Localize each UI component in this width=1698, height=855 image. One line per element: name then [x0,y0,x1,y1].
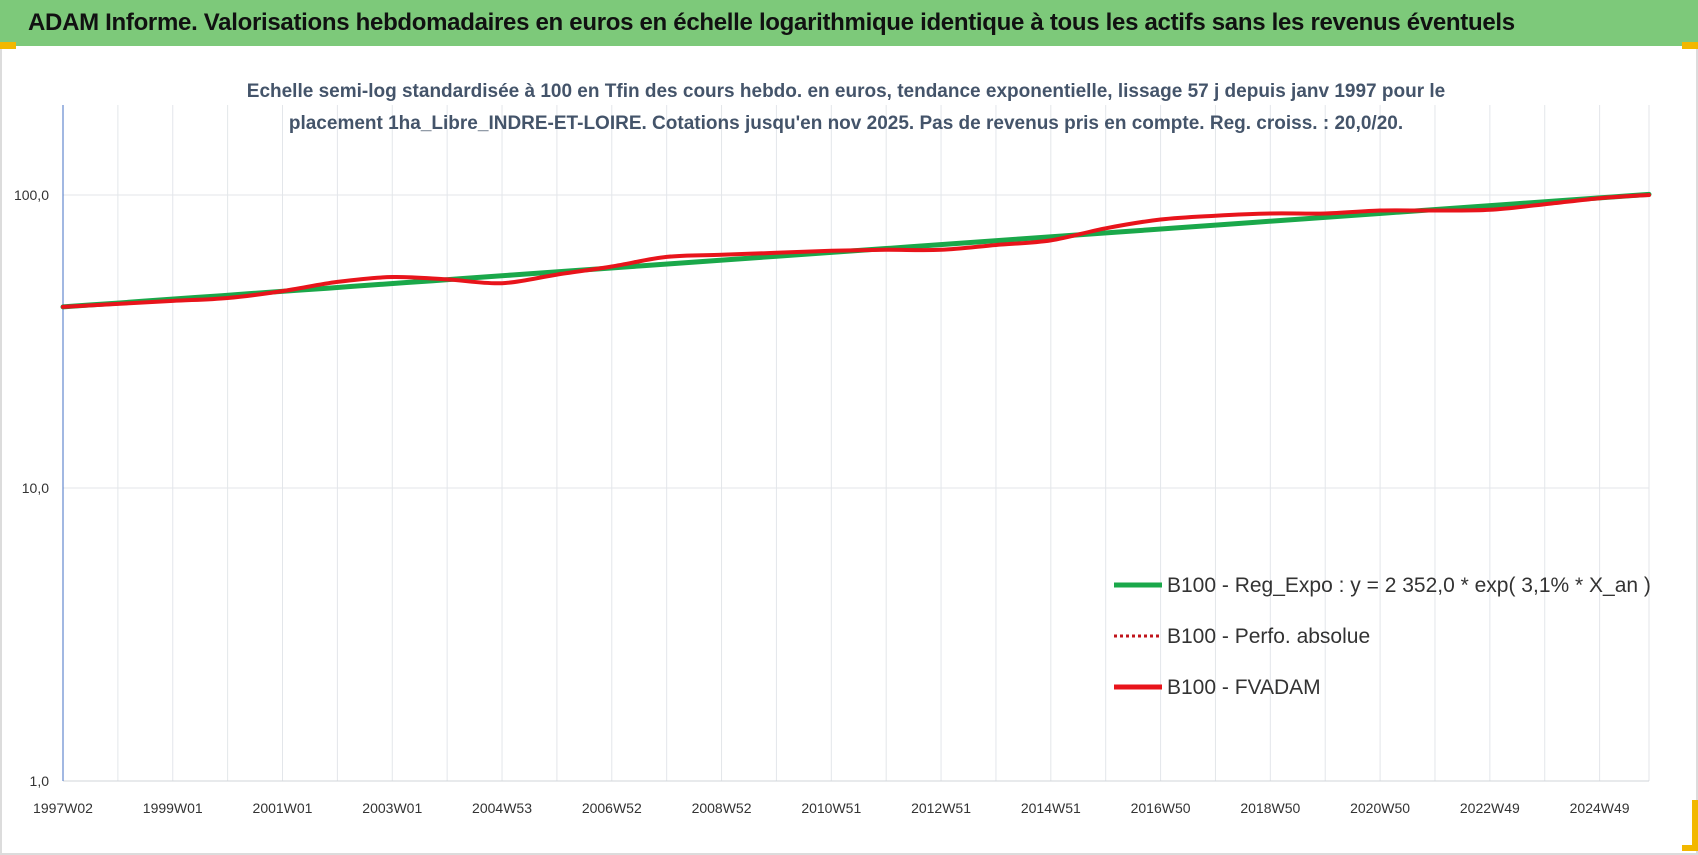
y-tick-label: 1,0 [30,773,50,789]
legend-label-fvadam: B100 - FVADAM [1167,676,1321,699]
y-axis-tick-labels: 1,0 10,0 100,0 [14,187,49,789]
corner-marker-top-left [0,42,16,49]
x-tick-label: 2001W01 [253,800,313,816]
y-tick-label: 100,0 [14,187,49,203]
x-tick-label: 1999W01 [143,800,203,816]
corner-marker-right-edge [1692,800,1698,845]
corner-marker-top-right [1682,42,1698,49]
legend-label-perfo-absolue: B100 - Perfo. absolue [1167,625,1370,648]
corner-marker-bottom-right [1682,845,1698,851]
x-tick-label: 1997W02 [33,800,93,816]
chart-subtitle-line-1: Echelle semi-log standardisée à 100 en T… [247,81,1445,102]
title-banner: ADAM Informe. Valorisations hebdomadaire… [0,0,1698,46]
x-tick-label: 2018W50 [1240,800,1300,816]
x-tick-label: 2004W53 [472,800,532,816]
chart-frame [0,46,1698,855]
y-tick-label: 10,0 [22,480,49,496]
grid-lines [63,105,1650,782]
legend: B100 - Reg_Expo : y = 2 352,0 * exp( 3,1… [1114,574,1651,699]
x-tick-label: 2006W52 [582,800,642,816]
x-axis-tick-labels: 1997W02 1999W01 2001W01 2003W01 2004W53 2006W… [33,800,1630,816]
x-tick-label: 2016W50 [1131,800,1191,816]
x-tick-label: 2012W51 [911,800,971,816]
x-tick-label: 2008W52 [692,800,752,816]
chart-subtitle-line-2: placement 1ha_Libre_INDRE-ET-LOIRE. Cota… [289,113,1403,134]
x-tick-label: 2022W49 [1460,800,1520,816]
banner-title: ADAM Informe. Valorisations hebdomadaire… [28,9,1515,36]
x-tick-label: 2014W51 [1021,800,1081,816]
series-lines [60,191,1652,310]
series-line-fvadam [61,193,1651,309]
x-tick-label: 2010W51 [801,800,861,816]
x-tick-label: 2003W01 [362,800,422,816]
x-tick-label: 2024W49 [1570,800,1630,816]
x-tick-label: 2020W50 [1350,800,1410,816]
legend-label-reg-expo: B100 - Reg_Expo : y = 2 352,0 * exp( 3,1… [1167,574,1651,597]
